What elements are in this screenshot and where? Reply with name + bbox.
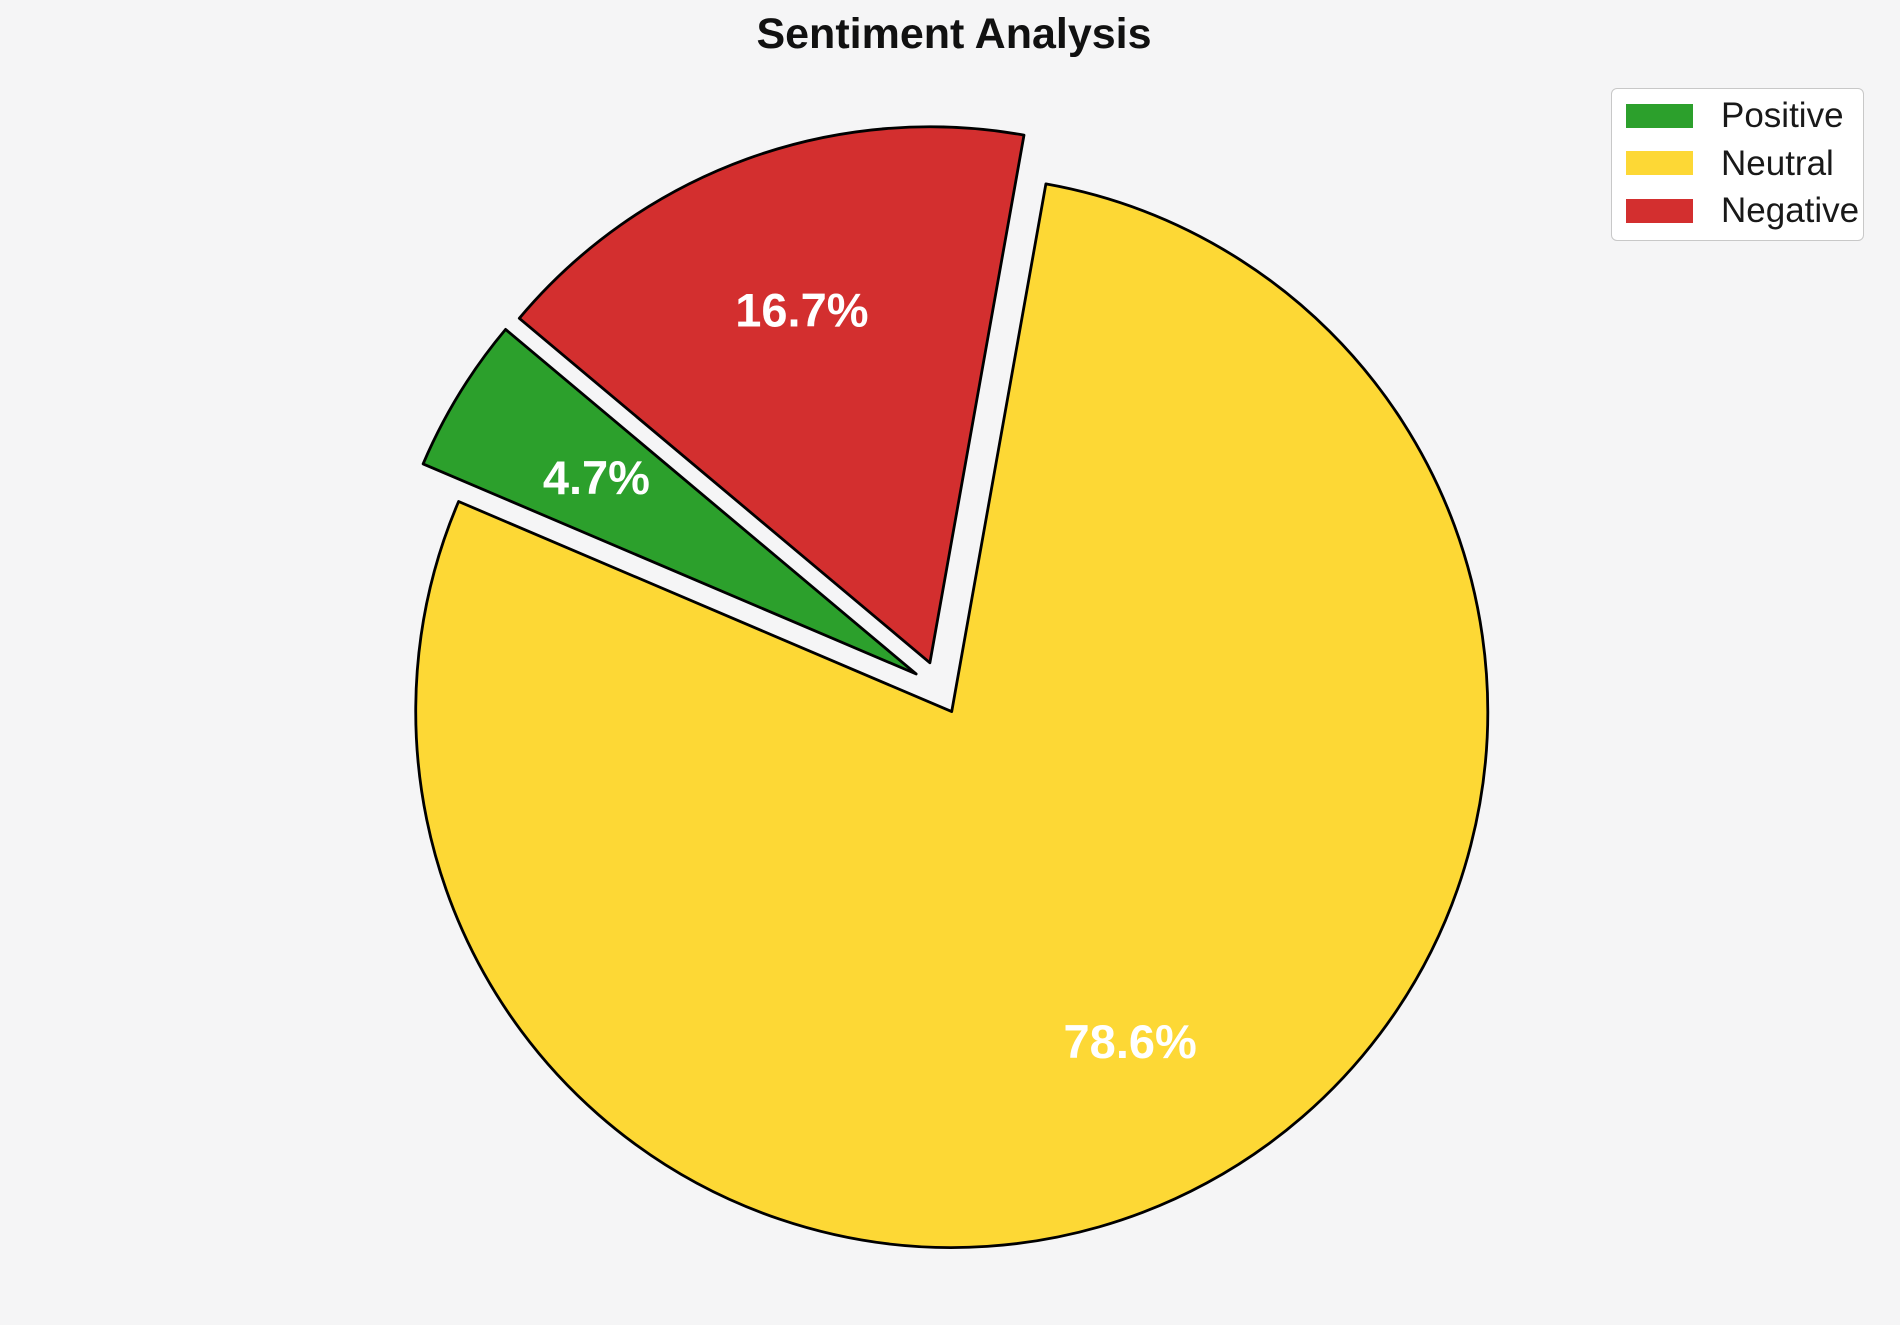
pie-slice-positive — [421, 328, 918, 676]
pie-percentage-label-neutral: 78.6% — [1064, 1015, 1197, 1068]
legend-swatch-neutral — [1626, 151, 1693, 176]
pie-slice-neutral — [414, 182, 1490, 1249]
pie-slice-negative — [517, 125, 1026, 665]
pie-percentage-label-negative: 16.7% — [735, 284, 868, 337]
legend-swatch-positive — [1626, 103, 1693, 128]
chart-title: Sentiment Analysis — [756, 10, 1152, 58]
legend-item-neutral: Neutral — [1612, 140, 1863, 188]
legend-swatch-negative — [1626, 198, 1693, 223]
legend-item-positive: Positive — [1612, 92, 1863, 140]
legend: Positive Neutral Negative — [1611, 88, 1864, 241]
pie-percentage-label-positive: 4.7% — [543, 451, 650, 504]
legend-label-neutral: Neutral — [1721, 143, 1834, 183]
legend-label-negative: Negative — [1721, 191, 1860, 231]
legend-item-negative: Negative — [1612, 187, 1863, 235]
legend-label-positive: Positive — [1721, 96, 1844, 136]
